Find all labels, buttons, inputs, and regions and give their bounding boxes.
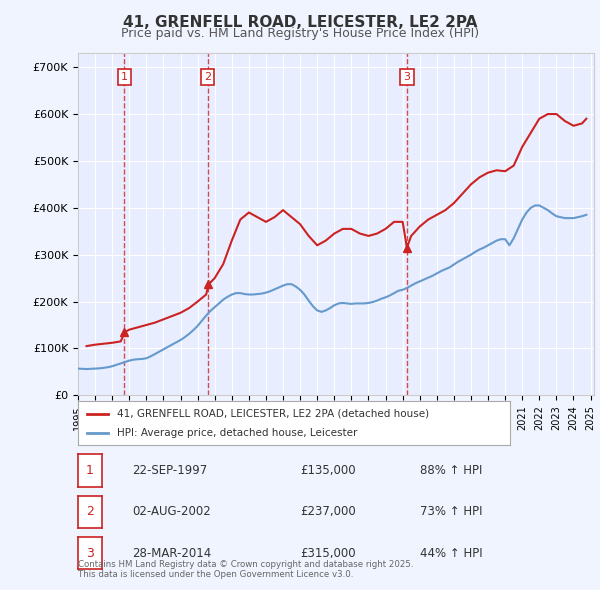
Text: £135,000: £135,000 [300, 464, 356, 477]
Text: 28-MAR-2014: 28-MAR-2014 [132, 546, 211, 560]
Text: 1: 1 [86, 464, 94, 477]
Text: 88% ↑ HPI: 88% ↑ HPI [420, 464, 482, 477]
Text: 41, GRENFELL ROAD, LEICESTER, LE2 2PA (detached house): 41, GRENFELL ROAD, LEICESTER, LE2 2PA (d… [117, 409, 429, 418]
Text: 2: 2 [204, 72, 211, 82]
Text: 02-AUG-2002: 02-AUG-2002 [132, 505, 211, 519]
Text: 1: 1 [121, 72, 128, 82]
Text: HPI: Average price, detached house, Leicester: HPI: Average price, detached house, Leic… [117, 428, 357, 438]
Text: Contains HM Land Registry data © Crown copyright and database right 2025.
This d: Contains HM Land Registry data © Crown c… [78, 560, 413, 579]
Text: £237,000: £237,000 [300, 505, 356, 519]
Text: 44% ↑ HPI: 44% ↑ HPI [420, 546, 482, 560]
Text: 22-SEP-1997: 22-SEP-1997 [132, 464, 207, 477]
Text: 3: 3 [403, 72, 410, 82]
Text: 3: 3 [86, 546, 94, 560]
Text: Price paid vs. HM Land Registry's House Price Index (HPI): Price paid vs. HM Land Registry's House … [121, 27, 479, 40]
Text: 73% ↑ HPI: 73% ↑ HPI [420, 505, 482, 519]
Text: £315,000: £315,000 [300, 546, 356, 560]
Text: 41, GRENFELL ROAD, LEICESTER, LE2 2PA: 41, GRENFELL ROAD, LEICESTER, LE2 2PA [123, 15, 477, 30]
Text: 2: 2 [86, 505, 94, 519]
